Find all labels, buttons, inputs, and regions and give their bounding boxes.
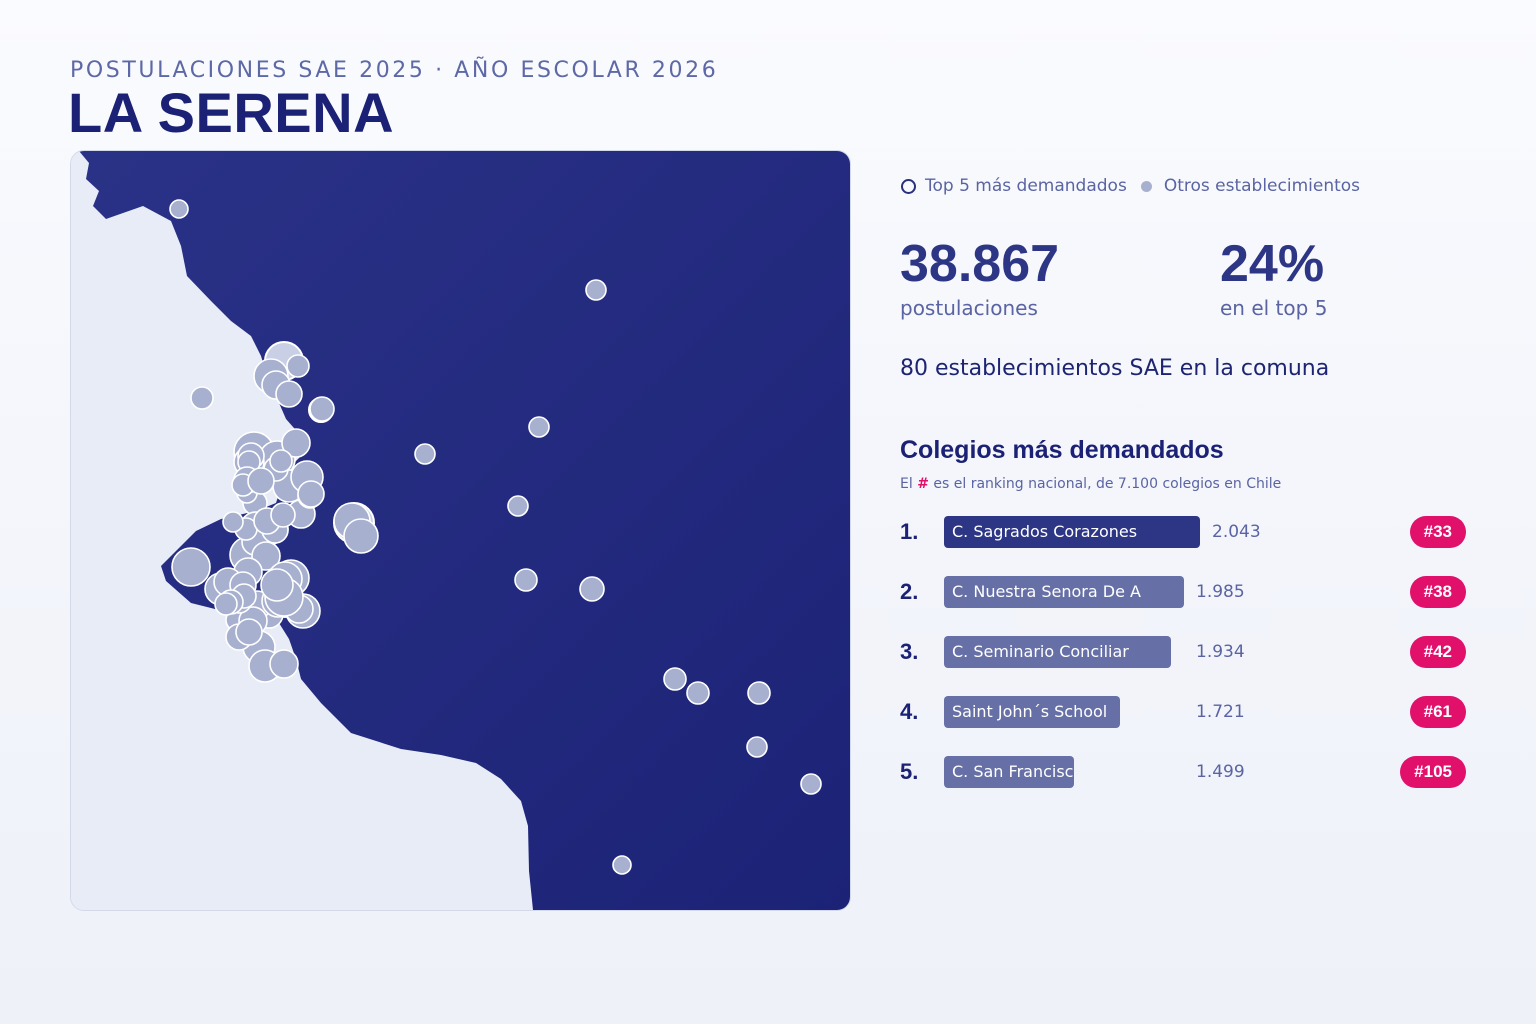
school-marker[interactable] (270, 502, 296, 528)
ranking-subtitle-prefix: El (900, 476, 913, 492)
ranking-bar: C. Seminario Conciliar (944, 636, 1171, 668)
stat-top5-share: 24% en el top 5 (1220, 238, 1327, 320)
top5-ring-icon (901, 178, 916, 194)
others-dot-icon (1140, 180, 1152, 192)
school-marker[interactable] (579, 576, 605, 602)
school-marker[interactable] (309, 396, 335, 422)
commune-shape (79, 151, 850, 910)
ranking-value: 1.985 (1196, 582, 1245, 602)
ranking-position: 1. (900, 519, 919, 544)
school-marker[interactable] (286, 354, 310, 378)
school-marker[interactable] (171, 547, 211, 587)
school-marker[interactable] (507, 495, 529, 517)
national-rank-badge: #61 (1409, 696, 1466, 728)
school-marker[interactable] (275, 380, 303, 408)
stat-applications: 38.867 postulaciones (900, 238, 1059, 320)
commune-map-svg (71, 151, 850, 910)
school-marker[interactable] (747, 681, 771, 705)
map-legend: Top 5 más demandados Otros establecimien… (901, 174, 1360, 198)
national-rank-badge: #33 (1409, 516, 1466, 548)
ranking-row-4[interactable]: 4. Saint John´s School 1.721 #61 (900, 696, 1466, 728)
establishments-layer (169, 199, 822, 875)
establishments-count: 80 establecimientos SAE en la comuna (900, 356, 1330, 381)
school-marker[interactable] (190, 386, 214, 410)
school-marker[interactable] (514, 568, 538, 592)
ranking-subtitle: El # es el ranking nacional, de 7.100 co… (900, 476, 1281, 492)
ranking-value: 1.499 (1196, 762, 1245, 782)
ranking-position: 3. (900, 639, 919, 664)
ranking-row-5[interactable]: 5. C. San Francisco Coll 1.499 #105 (900, 756, 1466, 788)
school-marker[interactable] (528, 416, 550, 438)
school-marker[interactable] (746, 736, 768, 758)
stat-applications-label: postulaciones (900, 296, 1038, 320)
ranking-value: 1.721 (1196, 702, 1245, 722)
school-marker[interactable] (269, 649, 299, 679)
ranking-position: 5. (900, 759, 919, 784)
commune-map[interactable] (70, 150, 851, 911)
school-marker[interactable] (235, 618, 263, 646)
school-marker[interactable] (686, 681, 710, 705)
ranking-bar: Saint John´s School (944, 696, 1120, 728)
school-marker[interactable] (269, 449, 293, 473)
school-marker[interactable] (281, 428, 311, 458)
school-marker[interactable] (343, 518, 379, 554)
ranking-position: 4. (900, 699, 919, 724)
school-marker[interactable] (247, 467, 275, 495)
legend-others-label: Otros establecimientos (1163, 176, 1361, 196)
ranking-bar: C. Nuestra Senora De A (944, 576, 1184, 608)
ranking-hash-symbol: # (917, 476, 929, 492)
stat-applications-value: 38.867 (900, 235, 1060, 293)
school-marker[interactable] (663, 667, 687, 691)
ranking-value: 1.934 (1196, 642, 1245, 662)
school-marker[interactable] (214, 592, 238, 616)
stat-top5-share-label: en el top 5 (1220, 296, 1328, 320)
school-marker[interactable] (260, 568, 294, 602)
national-rank-badge: #38 (1409, 576, 1466, 608)
school-marker[interactable] (169, 199, 189, 219)
legend-top5-label: Top 5 más demandados (925, 176, 1127, 196)
ranking-position: 2. (900, 579, 919, 604)
ranking-value: 2.043 (1212, 522, 1261, 542)
ranking-bar: C. San Francisco Coll (944, 756, 1074, 788)
page-title: LA SERENA (68, 81, 395, 144)
page-eyebrow: POSTULACIONES SAE 2025 · AÑO ESCOLAR 202… (70, 58, 719, 83)
ranking-title: Colegios más demandados (900, 436, 1224, 464)
ranking-row-2[interactable]: 2. C. Nuestra Senora De A 1.985 #38 (900, 576, 1466, 608)
stat-top5-share-value: 24% (1220, 235, 1325, 293)
ranking-bar: C. Sagrados Corazones (944, 516, 1200, 548)
ranking-subtitle-suffix: es el ranking nacional, de 7.100 colegio… (933, 476, 1282, 492)
school-marker[interactable] (414, 443, 436, 465)
school-marker[interactable] (585, 279, 607, 301)
ranking-row-1[interactable]: 1. C. Sagrados Corazones 2.043 #33 (900, 516, 1466, 548)
school-marker[interactable] (222, 511, 244, 533)
ranking-row-3[interactable]: 3. C. Seminario Conciliar 1.934 #42 (900, 636, 1466, 668)
school-marker[interactable] (612, 855, 632, 875)
national-rank-badge: #42 (1409, 636, 1466, 668)
national-rank-badge: #105 (1400, 756, 1466, 788)
school-marker[interactable] (800, 773, 822, 795)
school-marker[interactable] (297, 480, 325, 508)
